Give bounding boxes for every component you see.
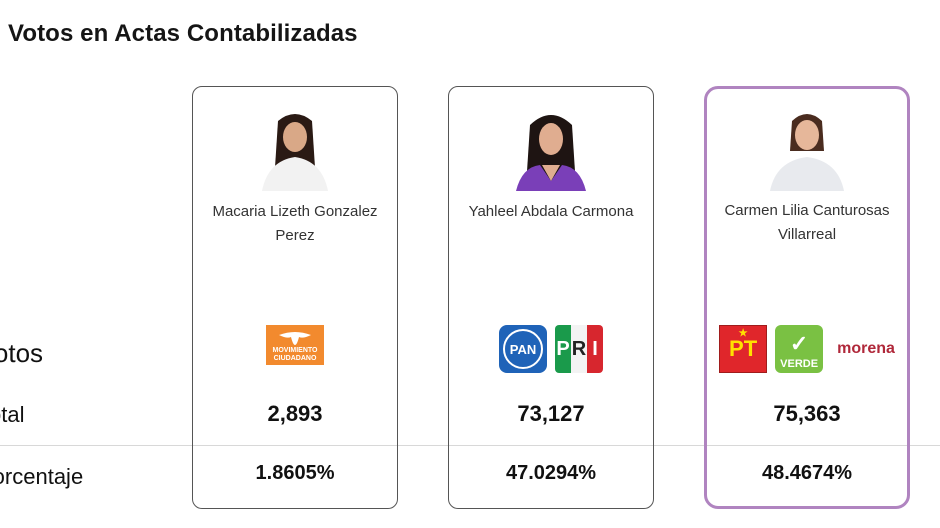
candidate-name: Yahleel Abdala Carmona <box>468 203 634 220</box>
candidate-votes: 75,363 <box>773 401 841 426</box>
candidate-photo <box>510 111 592 191</box>
row-label-total: Total <box>0 402 25 427</box>
party-logos: ★ PT ✓ VERDE morena <box>707 325 907 373</box>
candidate-votes: 73,127 <box>517 401 585 426</box>
pri-logo-icon: P R I <box>555 325 603 373</box>
candidate-percentage: 48.4674% <box>761 462 853 484</box>
page-title: Votos en Actas Contabilizadas <box>8 20 358 47</box>
row-label-votes: Votos <box>0 338 44 368</box>
star-icon: ★ <box>738 328 748 339</box>
candidate-card-pan-pri[interactable]: Yahleel Abdala Carmona PAN P R I 73,127 … <box>448 86 654 509</box>
candidate-percentage: 1.8605% <box>255 462 335 484</box>
pt-logo-icon: ★ PT <box>719 325 768 373</box>
party-logos: PAN P R I <box>449 325 653 373</box>
candidate-photo <box>766 111 848 191</box>
candidate-card-pt-verde-morena[interactable]: Carmen Lilia Canturosas Villarreal ★ PT … <box>704 86 910 509</box>
candidate-name: Macaria Lizeth Gonzalez Perez <box>212 203 378 244</box>
candidate-percentage: 47.0294% <box>505 462 597 484</box>
party-logos: MOVIMIENTO CIUDADANO <box>193 325 397 365</box>
row-label-percentage: Porcentaje <box>0 464 84 489</box>
movimiento-ciudadano-logo-icon: MOVIMIENTO CIUDADANO <box>266 325 324 365</box>
candidate-votes: 2,893 <box>267 401 323 426</box>
pan-logo-icon: PAN <box>499 325 547 373</box>
morena-logo-icon: morena <box>837 340 895 357</box>
candidate-name: Carmen Lilia Canturosas Villarreal <box>724 202 890 243</box>
row-divider <box>0 445 940 446</box>
candidate-photo <box>254 111 336 191</box>
candidate-card-mc[interactable]: Macaria Lizeth Gonzalez Perez MOVIMIENTO… <box>192 86 398 509</box>
verde-logo-icon: ✓ VERDE <box>775 325 824 373</box>
